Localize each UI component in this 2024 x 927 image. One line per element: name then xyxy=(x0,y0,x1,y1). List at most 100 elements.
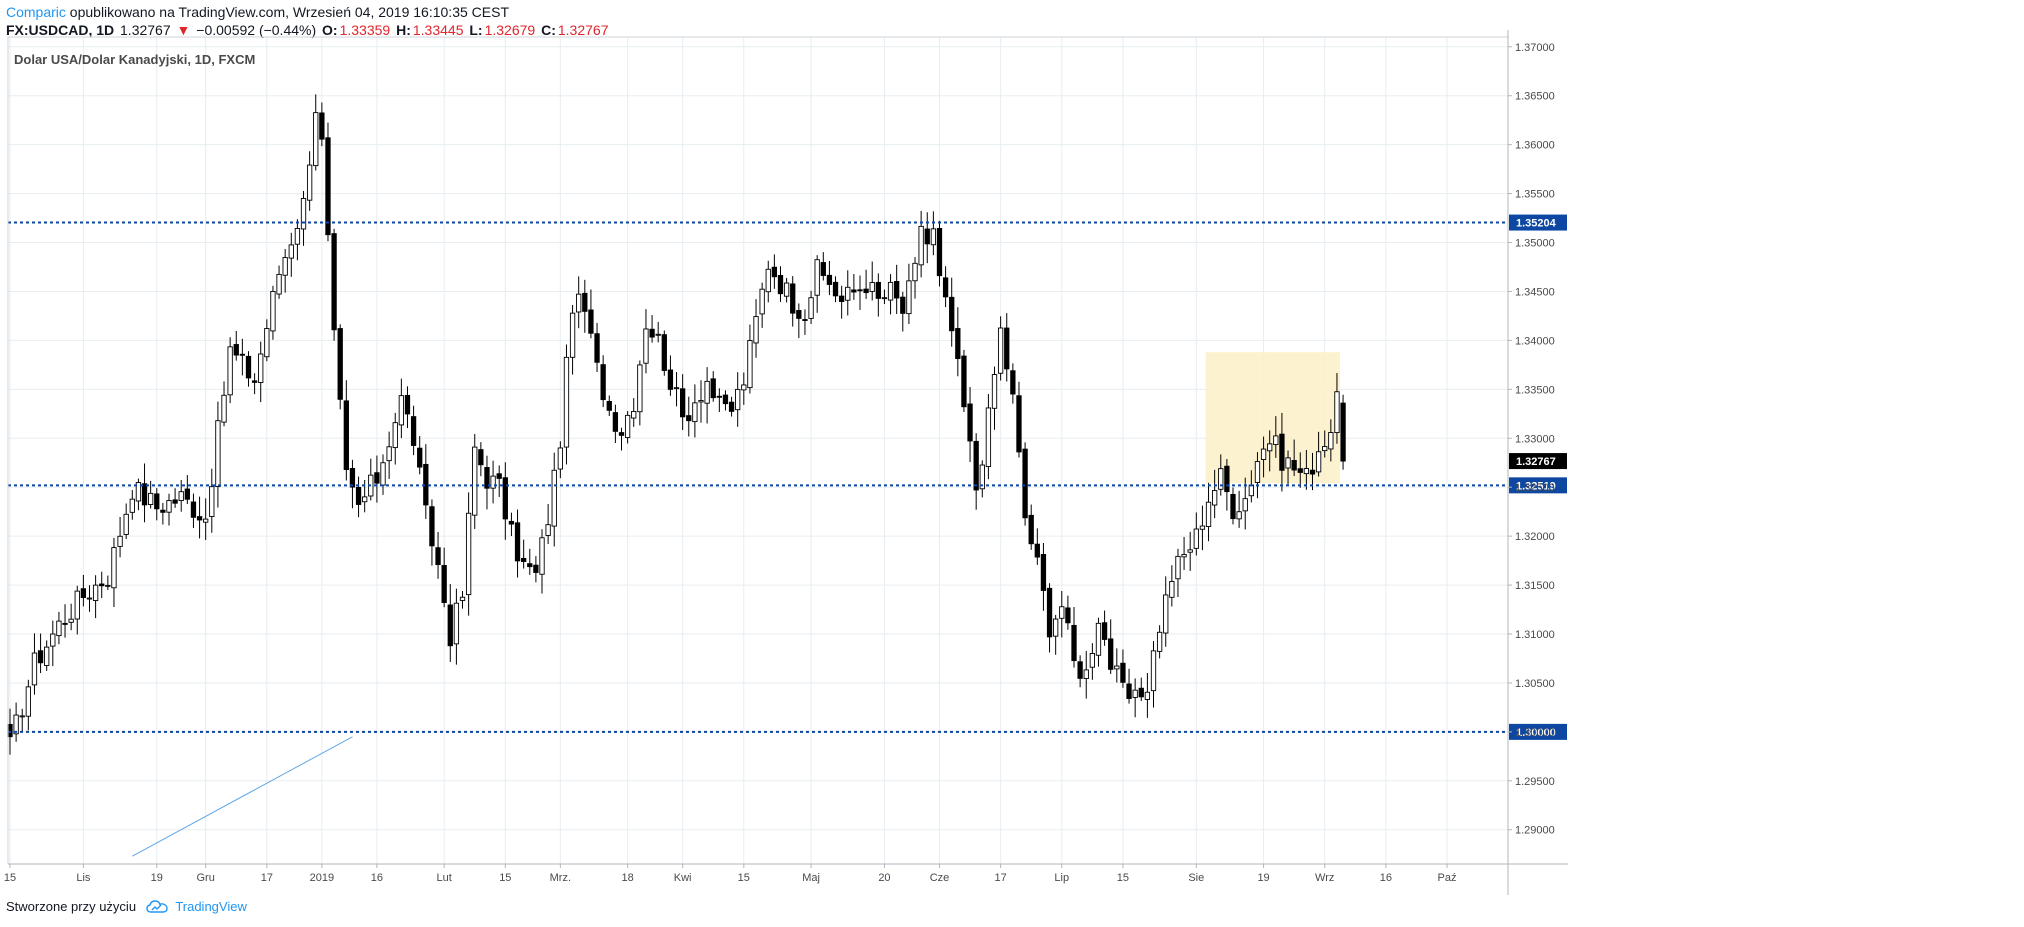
candle-bear xyxy=(936,227,943,277)
open-value: 1.33359 xyxy=(339,22,391,38)
candle-bear xyxy=(588,309,594,334)
candle-bear xyxy=(435,547,441,566)
candle-bull xyxy=(808,297,814,319)
candle-bear xyxy=(582,292,588,312)
tradingview-link[interactable]: TradingView xyxy=(175,899,247,914)
candle-bull xyxy=(1205,501,1212,527)
author-name[interactable]: Comparic xyxy=(6,4,66,20)
last-price-label-bg xyxy=(1509,453,1567,470)
candle-bull xyxy=(123,513,129,535)
candle-bull xyxy=(92,584,99,601)
candle-bear xyxy=(661,334,667,371)
candle-bull xyxy=(1053,618,1059,637)
candle-bear xyxy=(337,328,343,400)
x-tick-label: Lis xyxy=(76,872,91,884)
candle-bull xyxy=(747,340,753,389)
level-label-bg xyxy=(1509,214,1567,231)
candle-bull xyxy=(227,346,233,396)
candle-bull xyxy=(490,475,496,489)
price-chart[interactable]: 1.35204 1.32519 1.30000 1.32767 1.37000 1.36… xyxy=(0,0,2024,900)
candle-bear xyxy=(417,447,423,468)
candle-bull xyxy=(539,537,545,575)
candle-bull xyxy=(1322,446,1328,452)
candle-bear xyxy=(924,228,930,245)
level-label: 1.30000 xyxy=(1516,727,1556,739)
candle-bear xyxy=(404,394,411,415)
x-tick-label: 15 xyxy=(4,872,16,884)
y-tick-label: 1.30000 xyxy=(1515,727,1555,739)
candle-bear xyxy=(502,477,508,520)
candle-bear xyxy=(961,355,967,408)
candle-bull xyxy=(1175,555,1181,580)
candle-bear xyxy=(832,281,839,297)
candle-bear xyxy=(172,499,178,504)
candle-bull xyxy=(1254,461,1261,483)
candle-bull xyxy=(276,273,282,295)
x-tick-label: 16 xyxy=(1380,872,1392,884)
candle-bear xyxy=(942,277,949,298)
candle-bear xyxy=(649,328,655,338)
candle-bull xyxy=(44,646,50,666)
x-tick-label: 16 xyxy=(371,872,383,884)
candle-bull xyxy=(643,328,649,364)
x-tick-label: Mrz. xyxy=(550,872,571,884)
candle-bear xyxy=(325,137,331,236)
candle-bear xyxy=(612,412,619,432)
trend-line xyxy=(132,736,353,857)
candle-bear xyxy=(826,274,833,285)
candle-bear xyxy=(1297,468,1303,473)
candle-bull xyxy=(221,394,227,423)
candle-bear xyxy=(851,289,857,293)
candle-bull xyxy=(1199,525,1206,530)
candle-bear xyxy=(99,583,105,587)
candle-bull xyxy=(545,524,551,536)
candle-bear xyxy=(1120,662,1126,683)
candle-bull xyxy=(1273,435,1279,446)
candle-bull xyxy=(111,547,117,589)
candle-bull xyxy=(557,447,564,470)
candle-bull xyxy=(1059,606,1065,619)
candle-bear xyxy=(331,233,337,331)
candle-bear xyxy=(777,275,784,295)
y-tick-label: 1.29000 xyxy=(1515,825,1555,837)
candle-bull xyxy=(704,380,710,404)
candle-bear xyxy=(447,604,453,647)
candle-bull xyxy=(258,353,264,383)
low-value: 1.32679 xyxy=(484,22,536,38)
candle-bear xyxy=(1065,607,1071,624)
candle-bear xyxy=(80,588,87,598)
y-tick-label: 1.29500 xyxy=(1515,776,1555,788)
x-tick-label: 17 xyxy=(261,872,273,884)
candle-bear xyxy=(875,281,881,299)
candle-bull xyxy=(1144,691,1151,700)
candle-bull xyxy=(1114,665,1120,670)
candle-bear xyxy=(343,400,349,470)
candle-bear xyxy=(1279,433,1285,471)
candle-bear xyxy=(722,394,729,405)
candle-bear xyxy=(894,281,900,299)
candle-bear xyxy=(771,266,778,278)
candle-bull xyxy=(765,268,771,293)
high-label: H: xyxy=(396,22,411,38)
candle-bull xyxy=(1218,468,1224,490)
candles xyxy=(7,94,1346,755)
candle-bear xyxy=(838,295,845,302)
candle-bull xyxy=(270,291,276,332)
x-tick-label: 15 xyxy=(738,872,750,884)
candle-bear xyxy=(533,564,539,573)
candle-bear xyxy=(680,388,686,418)
last-price-label: 1.32767 xyxy=(1516,456,1556,468)
candle-bull xyxy=(1315,451,1322,473)
candle-bear xyxy=(251,380,258,383)
candle-bull xyxy=(459,596,466,601)
candle-bear xyxy=(190,501,197,518)
y-tick-label: 1.35000 xyxy=(1515,238,1555,250)
candle-bear xyxy=(949,296,955,332)
high-value: 1.33445 xyxy=(412,22,464,38)
low-label: L: xyxy=(469,22,483,38)
level-lines: 1.35204 1.32519 1.30000 1.32767 xyxy=(8,214,1567,740)
candle-bull xyxy=(392,422,398,449)
open-label: O: xyxy=(322,22,338,38)
candle-bull xyxy=(135,482,142,502)
candle-bear xyxy=(802,319,808,321)
